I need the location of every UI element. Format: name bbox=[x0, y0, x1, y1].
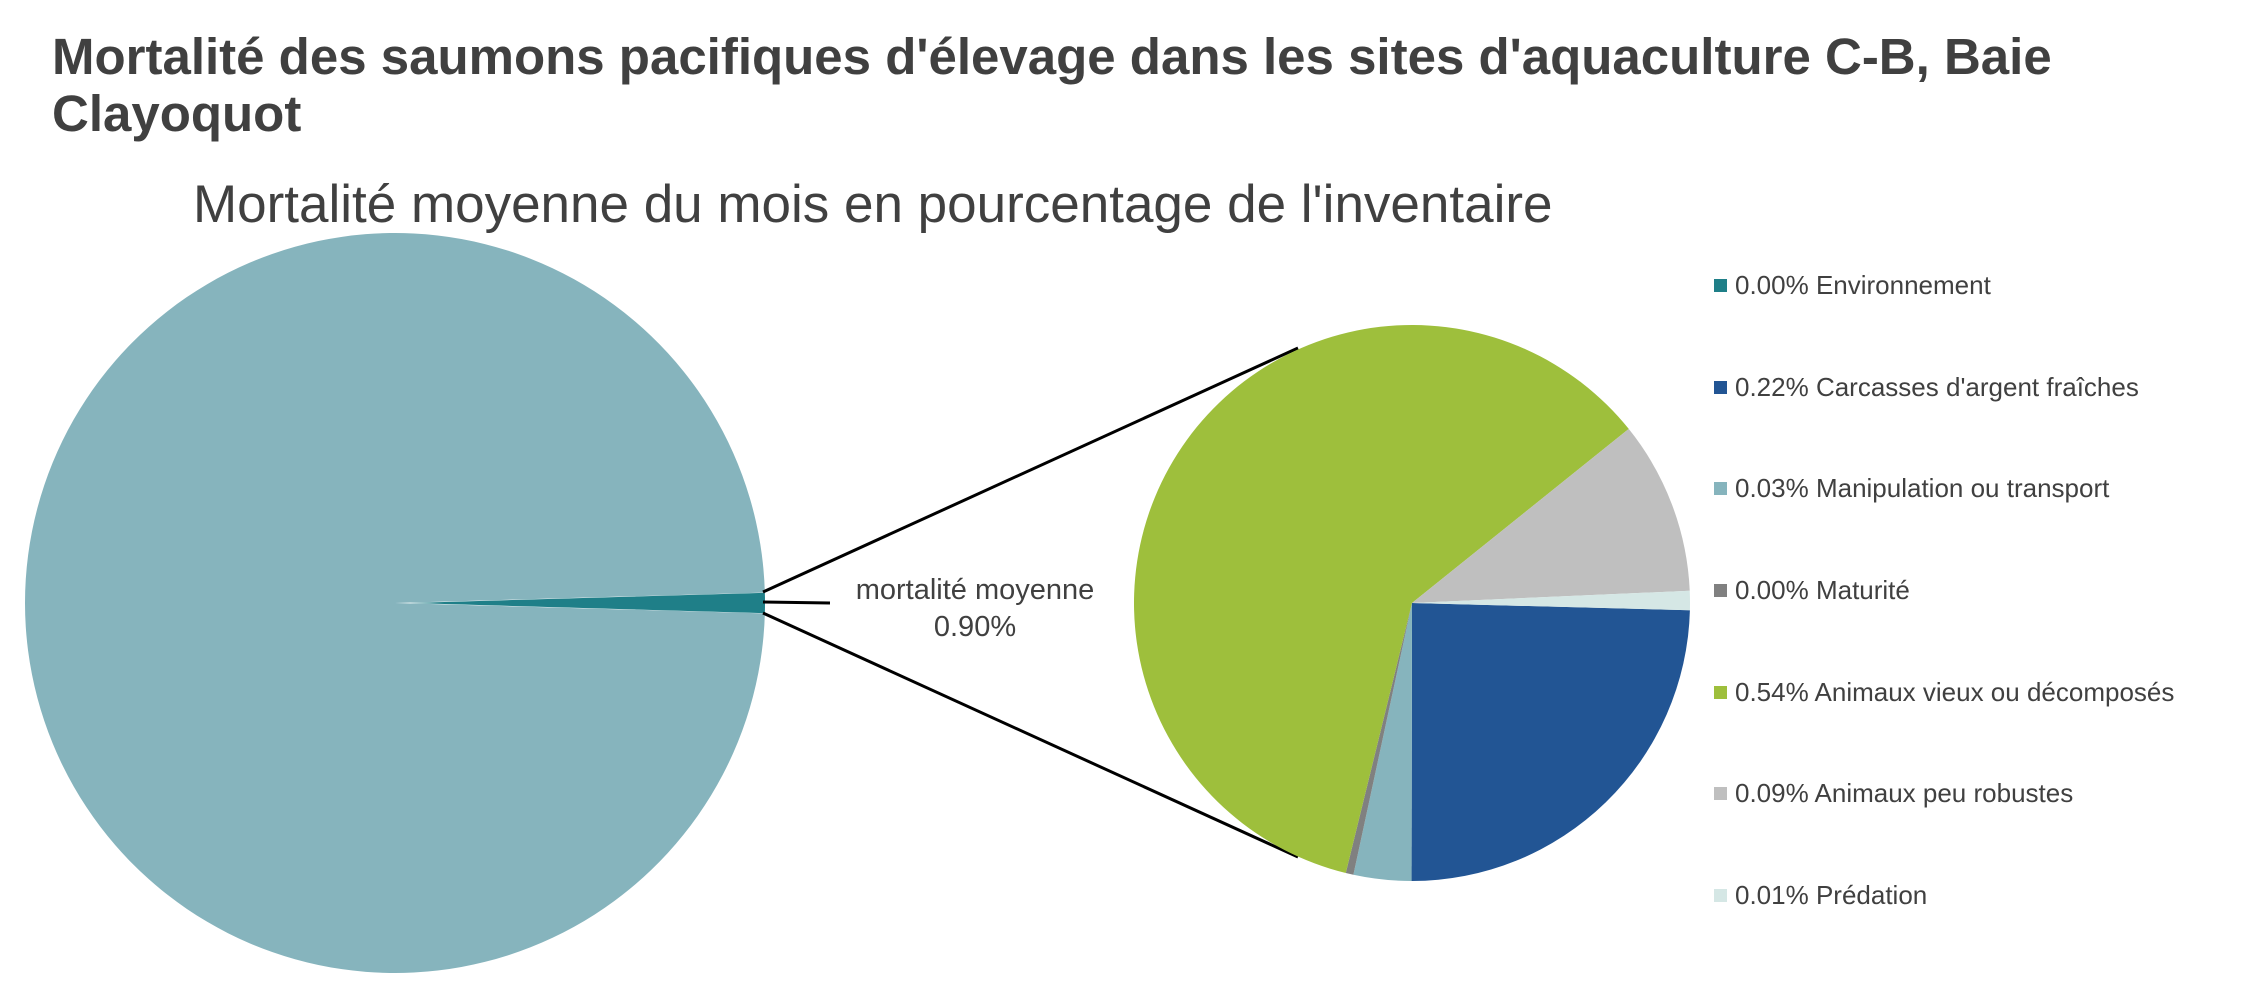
legend-item-animaux-vieux: 0.54% Animaux vieux ou décomposés bbox=[1714, 677, 2174, 707]
connector-label: mortalité moyenne 0.90% bbox=[820, 572, 1130, 646]
legend-item-manipulation: 0.03% Manipulation ou transport bbox=[1714, 473, 2109, 503]
connector-lines bbox=[762, 346, 1299, 859]
legend-label: 0.22% Carcasses d'argent fraîches bbox=[1735, 371, 2139, 402]
legend-label: 0.01% Prédation bbox=[1735, 879, 1928, 910]
legend-item-maturite: 0.00% Maturité bbox=[1714, 575, 1910, 605]
legend-swatch-icon bbox=[1714, 380, 1727, 394]
secondary-pie bbox=[1134, 325, 1691, 881]
legend-item-animaux-peu-robustes: 0.09% Animaux peu robustes bbox=[1714, 778, 2073, 808]
legend-label: 0.00% Maturité bbox=[1735, 574, 1910, 605]
secondary-pie-slice bbox=[1353, 603, 1412, 881]
legend-label: 0.09% Animaux peu robustes bbox=[1735, 777, 2074, 808]
connector-line-top bbox=[762, 346, 1299, 594]
legend-swatch-icon bbox=[1714, 786, 1727, 800]
connector-line-bottom bbox=[762, 611, 1299, 859]
leader-line bbox=[762, 600, 831, 605]
legend-label: 0.00% Environnement bbox=[1735, 269, 1991, 300]
legend-swatch-icon bbox=[1714, 685, 1727, 699]
chart-title: Mortalité des saumons pacifiques d'éleva… bbox=[52, 28, 2052, 142]
connector-label-text: mortalité moyenne bbox=[855, 574, 1095, 606]
legend-label: 0.54% Animaux vieux ou décomposés bbox=[1735, 676, 2175, 707]
connector-label-value: 0.90% bbox=[933, 611, 1017, 643]
legend-label: 0.03% Manipulation ou transport bbox=[1735, 472, 2110, 503]
secondary-pie-slice bbox=[1412, 590, 1691, 611]
legend-item-environnement: 0.00% Environnement bbox=[1714, 270, 1991, 300]
secondary-pie-slice bbox=[1411, 603, 1690, 881]
primary-pie-slice-rest bbox=[24, 233, 765, 974]
secondary-pie-slice bbox=[1345, 603, 1412, 875]
legend-swatch-icon bbox=[1714, 888, 1727, 902]
legend-item-carcasses: 0.22% Carcasses d'argent fraîches bbox=[1714, 372, 2139, 402]
primary-pie-slice-mortality bbox=[410, 592, 765, 614]
legend-item-predation: 0.01% Prédation bbox=[1714, 880, 1927, 910]
chart-subtitle: Mortalité moyenne du mois en pourcentage… bbox=[193, 175, 1553, 234]
secondary-pie-slice bbox=[1412, 428, 1690, 603]
primary-pie bbox=[24, 233, 765, 974]
secondary-pie-slice bbox=[1134, 325, 1629, 873]
legend-swatch-icon bbox=[1714, 481, 1727, 495]
legend-swatch-icon bbox=[1714, 583, 1727, 597]
legend-swatch-icon bbox=[1714, 278, 1727, 292]
